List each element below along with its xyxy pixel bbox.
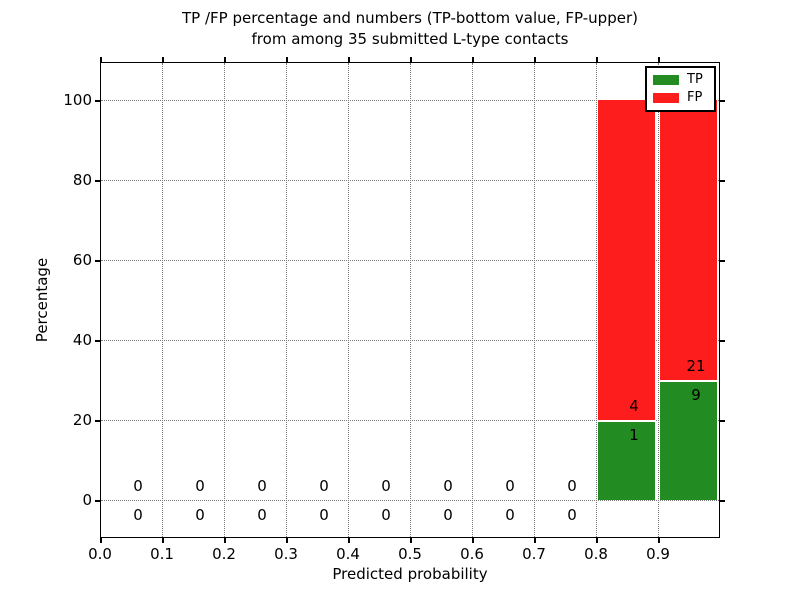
x-tick-label: 0.8 [584,545,608,563]
x-tick-bottom [658,538,660,543]
y-tick-label: 80 [72,171,92,189]
x-tick-top [596,57,598,62]
fp-count-label: 0 [133,477,143,495]
tp-count-label: 0 [195,506,205,524]
tp-count-label: 0 [257,506,267,524]
tp-count-label: 0 [133,506,143,524]
y-tick-label: 100 [63,91,92,109]
x-tick-top [658,57,660,62]
x-tick-top [348,57,350,62]
legend-label-fp: FP [687,90,703,105]
y-tick-right [720,500,725,502]
tp-count-label: 0 [505,506,515,524]
tp-count-label: 1 [629,426,639,444]
x-gridline [348,63,349,537]
fp-count-label: 0 [505,477,515,495]
x-gridline [286,63,287,537]
fp-count-label: 0 [443,477,453,495]
x-axis-label: Predicted probability [332,565,488,583]
x-tick-bottom [472,538,474,543]
x-tick-bottom [286,538,288,543]
fp-count-label: 0 [381,477,391,495]
x-gridline [410,63,411,537]
x-tick-bottom [100,538,102,543]
x-gridline [162,63,163,537]
tp-count-label: 0 [381,506,391,524]
x-tick-label: 0.5 [398,545,422,563]
x-tick-top [472,57,474,62]
x-tick-bottom [596,538,598,543]
tp-bar-segment [598,420,655,500]
fp-bar-segment [660,100,717,380]
y-tick-right [720,420,725,422]
legend-entry-tp: TP [653,73,708,87]
fp-bar-segment [598,100,655,420]
y-tick-label: 0 [82,491,92,509]
x-tick-label: 0.3 [274,545,298,563]
x-tick-label: 0.4 [336,545,360,563]
chart-title: TP /FP percentage and numbers (TP-bottom… [182,8,638,50]
y-tick-right [720,340,725,342]
tp-count-label: 0 [319,506,329,524]
x-tick-bottom [162,538,164,543]
x-gridline [224,63,225,537]
x-tick-label: 0.0 [88,545,112,563]
y-tick-right [720,180,725,182]
y-tick-left [95,180,100,182]
y-tick-right [720,260,725,262]
legend-label-tp: TP [687,72,703,87]
x-tick-top [162,57,164,62]
x-tick-bottom [224,538,226,543]
x-tick-bottom [348,538,350,543]
y-tick-label: 60 [72,251,92,269]
y-tick-left [95,500,100,502]
x-tick-top [410,57,412,62]
x-gridline [596,63,597,537]
tp-bar-segment [660,380,717,500]
fp-count-label: 0 [319,477,329,495]
x-tick-label: 0.2 [212,545,236,563]
y-tick-left [95,100,100,102]
tp-count-label: 0 [443,506,453,524]
y-axis-label: Percentage [33,257,51,343]
x-tick-top [224,57,226,62]
fp-count-label: 0 [567,477,577,495]
y-tick-left [95,420,100,422]
x-tick-top [286,57,288,62]
y-tick-left [95,260,100,262]
x-tick-top [534,57,536,62]
legend: TP FP [645,66,716,112]
chart-title-line1: TP /FP percentage and numbers (TP-bottom… [182,9,638,27]
fp-count-label: 0 [195,477,205,495]
fp-legend-swatch-icon [653,93,679,103]
x-tick-label: 0.6 [460,545,484,563]
x-tick-label: 0.9 [646,545,670,563]
x-tick-bottom [410,538,412,543]
chart-title-line2: from among 35 submitted L-type contacts [251,30,569,48]
fp-count-label: 21 [686,357,706,375]
x-gridline [658,63,659,537]
fp-count-label: 0 [257,477,267,495]
tp-count-label: 0 [567,506,577,524]
x-tick-label: 0.7 [522,545,546,563]
y-tick-left [95,340,100,342]
x-tick-label: 0.1 [150,545,174,563]
y-tick-label: 40 [72,331,92,349]
tp-count-label: 9 [691,386,701,404]
tp-legend-swatch-icon [653,75,679,85]
x-gridline [534,63,535,537]
x-gridline [472,63,473,537]
fp-count-label: 4 [629,397,639,415]
x-tick-bottom [534,538,536,543]
y-tick-right [720,100,725,102]
legend-entry-fp: FP [653,91,708,105]
x-tick-top [100,57,102,62]
y-tick-label: 20 [72,411,92,429]
